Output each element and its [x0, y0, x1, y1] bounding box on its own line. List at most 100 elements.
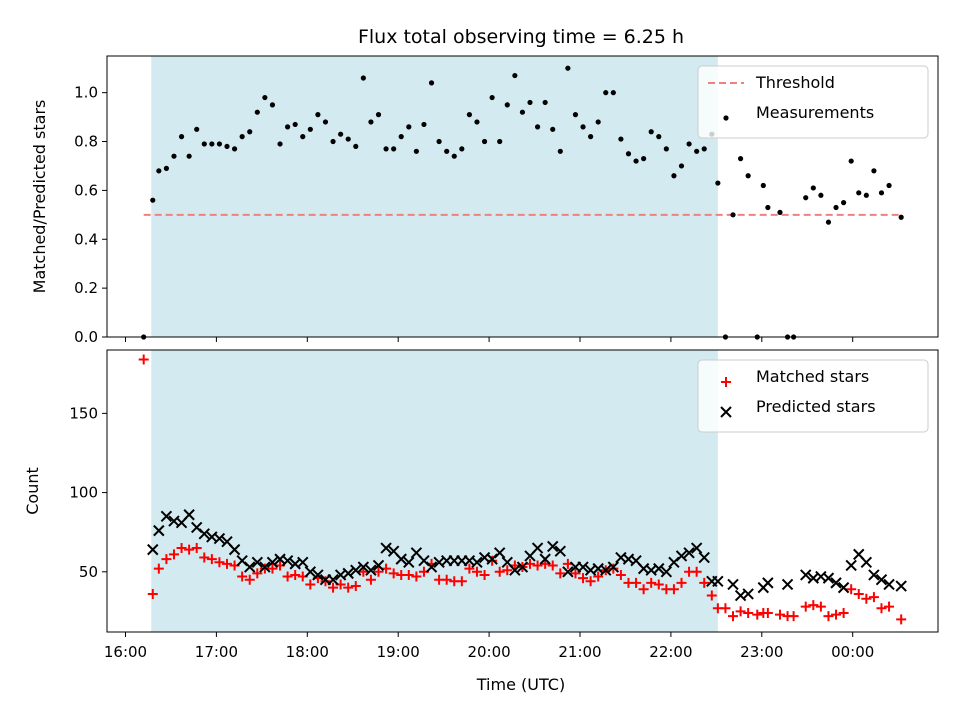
data-point — [153, 563, 164, 574]
data-point — [178, 134, 185, 140]
data-point — [837, 581, 850, 594]
data-point — [247, 129, 253, 135]
data-point — [838, 607, 849, 618]
data-point — [489, 94, 495, 101]
legend-label: Matched stars — [756, 367, 869, 386]
data-point — [252, 568, 263, 579]
data-point — [595, 119, 601, 125]
data-point — [244, 574, 255, 585]
data-point — [577, 561, 589, 573]
data-point — [464, 563, 475, 574]
data-point — [368, 119, 374, 125]
data-point — [153, 524, 165, 537]
y-tick-label: 0.8 — [74, 133, 98, 151]
data-point — [565, 65, 571, 71]
legend-marker — [721, 377, 731, 387]
y-tick-label: 1.0 — [74, 84, 98, 102]
data-point — [863, 192, 869, 198]
ratio-axes-frame — [106, 55, 939, 338]
data-point — [876, 603, 887, 614]
legend-label: Threshold — [755, 73, 835, 92]
data-point — [570, 568, 581, 579]
data-point — [683, 547, 695, 559]
data-point — [800, 569, 812, 581]
data-point — [760, 182, 766, 189]
data-point — [694, 148, 700, 154]
data-point — [706, 590, 717, 601]
data-point — [720, 603, 731, 614]
data-point — [290, 569, 301, 580]
data-point — [846, 584, 857, 595]
data-point — [823, 611, 834, 622]
data-point — [266, 556, 279, 568]
data-point — [413, 148, 419, 154]
data-point — [735, 606, 746, 617]
data-point — [830, 577, 842, 589]
data-point — [861, 593, 872, 604]
data-point — [625, 151, 632, 157]
data-point — [727, 578, 739, 591]
data-point — [444, 148, 450, 154]
data-point — [163, 165, 170, 171]
x-tick-label: 23:00 — [740, 643, 783, 661]
data-point — [745, 173, 751, 179]
legend-label: Predicted stars — [756, 397, 876, 416]
data-point — [328, 582, 339, 593]
data-point — [199, 552, 210, 563]
data-point — [608, 563, 619, 574]
data-point — [428, 80, 435, 86]
x-tick-label: 18:00 — [286, 643, 329, 661]
data-point — [168, 549, 179, 560]
data-point — [237, 571, 248, 582]
legend: Matched stars Predicted stars — [697, 359, 929, 433]
data-point — [531, 542, 544, 554]
data-point — [737, 156, 744, 162]
data-point — [259, 561, 271, 573]
data-point — [176, 543, 187, 554]
data-point — [540, 558, 551, 569]
data-point — [342, 567, 354, 580]
data-point — [228, 543, 241, 556]
data-point — [315, 112, 321, 118]
data-point — [304, 566, 317, 578]
data-point — [853, 588, 864, 599]
data-point — [542, 99, 548, 106]
x-tick-label: 22:00 — [649, 643, 692, 661]
data-point — [896, 614, 907, 625]
data-point — [194, 126, 200, 132]
data-point — [868, 569, 880, 581]
data-point — [411, 571, 422, 582]
data-point — [860, 556, 873, 568]
data-point — [403, 556, 415, 568]
data-point — [322, 119, 329, 125]
data-point — [676, 577, 687, 588]
data-point — [350, 581, 361, 592]
data-point — [171, 153, 177, 159]
data-point — [156, 168, 162, 174]
data-point — [459, 146, 465, 152]
data-point — [578, 573, 589, 584]
data-point — [728, 611, 739, 622]
data-point — [292, 121, 298, 128]
data-point — [403, 569, 414, 580]
data-point — [277, 141, 283, 147]
data-point — [474, 119, 480, 125]
data-point — [493, 547, 506, 559]
data-point — [663, 146, 669, 152]
data-point — [895, 580, 907, 592]
data-point — [653, 579, 664, 590]
data-point — [201, 141, 207, 147]
data-point — [300, 134, 306, 140]
data-point — [466, 112, 473, 118]
data-point — [841, 200, 847, 206]
legend-marker — [720, 406, 732, 418]
data-point — [327, 574, 339, 586]
data-point — [742, 588, 754, 600]
y-tick-label: 0.0 — [74, 328, 98, 346]
data-point — [436, 138, 442, 145]
data-point — [338, 131, 344, 137]
y-tick-label: 0.6 — [74, 181, 98, 199]
data-point — [774, 609, 785, 620]
data-point — [875, 574, 888, 586]
